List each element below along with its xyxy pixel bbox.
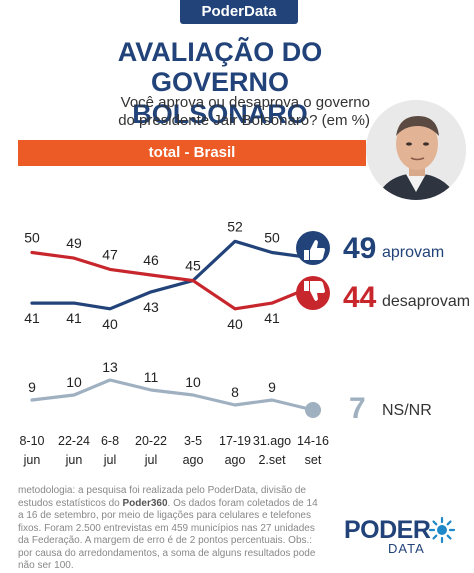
x-tick-label-sub: set [305, 453, 322, 467]
data-label-disapprove: 47 [102, 246, 118, 262]
data-label-approve: 43 [143, 299, 159, 315]
latest-neutral-label: NS/NR [382, 402, 432, 419]
methodology-note: metodologia: a pesquisa foi realizada pe… [18, 485, 323, 573]
chart-labels: 41 41 40 43 45 52 50 50 49 47 46 40 41 9 10 13 11 10 8 9 8-1… [19, 218, 329, 467]
data-label-disapprove: 41 [264, 310, 280, 326]
data-label-approve: 40 [102, 316, 118, 332]
x-tick-label: 20-22 [135, 434, 167, 448]
series-line-approve [30, 239, 315, 311]
data-label-approve: 41 [66, 310, 82, 326]
thumbs-down-icon [296, 276, 330, 310]
x-tick-label-sub: jul [144, 453, 158, 467]
logo-subword: DATA [388, 541, 425, 556]
thumbs-up-icon [296, 231, 330, 265]
data-label-disapprove: 46 [143, 252, 159, 268]
portrait-photo [366, 100, 466, 200]
data-label-neutral: 9 [28, 379, 36, 395]
data-label-approve: 50 [264, 230, 280, 246]
data-label-neutral: 11 [144, 369, 159, 385]
data-label-disapprove: 49 [66, 235, 82, 251]
series-line-disapprove [30, 250, 315, 311]
series-end-marker-neutral [305, 402, 321, 418]
data-label-neutral: 10 [66, 374, 82, 390]
page-title-line1: AVALIAÇÃO DO [117, 37, 323, 67]
x-tick-label: 6-8 [101, 434, 119, 448]
data-label-neutral: 8 [231, 384, 239, 400]
subtitle-line2: do presidente Jair Bolsonaro? (em %) [118, 112, 370, 129]
x-tick-label: 31.ago [253, 434, 291, 448]
data-label-disapprove: 40 [227, 316, 243, 332]
chart-lines [30, 239, 321, 418]
scope-banner: total - Brasil [18, 140, 366, 166]
series-line-neutral [30, 378, 315, 412]
x-tick-label: 17-19 [219, 434, 251, 448]
banner-background [18, 140, 366, 166]
x-tick-label: 8-10 [19, 434, 44, 448]
latest-disapprove-value: 44 [343, 281, 377, 314]
data-label-approve: 45 [185, 258, 201, 274]
x-tick-label-sub: 2.set [258, 453, 286, 467]
x-tick-label: 14-16 [297, 434, 329, 448]
latest-disapprove-label: desaprovam [382, 293, 471, 310]
logo-wordmark: PODER [344, 516, 431, 544]
x-tick-label: 22-24 [58, 434, 90, 448]
subtitle-line1: Você aprova ou desaprova o governo [120, 94, 370, 111]
portrait-illustration [366, 100, 466, 200]
latest-approve-value: 49 [343, 232, 377, 265]
x-tick-label-sub: ago [183, 453, 204, 467]
brand-tab: PoderData [180, 0, 298, 24]
method-prefix: metodologia: a pesquisa foi realizada pe… [18, 485, 306, 509]
logo-burst-icon [428, 516, 456, 544]
method-brand: Poder360 [122, 497, 168, 509]
data-label-disapprove: 50 [24, 230, 40, 246]
method-suffix: . Os dados foram coletados de 14 a 16 de… [18, 497, 318, 572]
data-label-neutral: 9 [268, 379, 276, 395]
latest-approve-label: aprovam [382, 244, 445, 261]
data-label-approve: 41 [24, 310, 40, 326]
banner-label: total - Brasil [148, 144, 236, 161]
data-label-approve: 52 [227, 218, 243, 234]
x-tick-label-sub: jun [23, 453, 41, 467]
x-tick-label: 3-5 [184, 434, 202, 448]
x-tick-label-sub: ago [225, 453, 246, 467]
x-tick-label-sub: jun [65, 453, 83, 467]
data-label-neutral: 13 [102, 359, 118, 375]
data-label-neutral: 10 [185, 374, 201, 390]
page-title-line2: GOVERNO BOLSONARO [132, 67, 308, 129]
x-tick-label-sub: jul [103, 453, 117, 467]
latest-neutral-value: 7 [349, 392, 366, 425]
